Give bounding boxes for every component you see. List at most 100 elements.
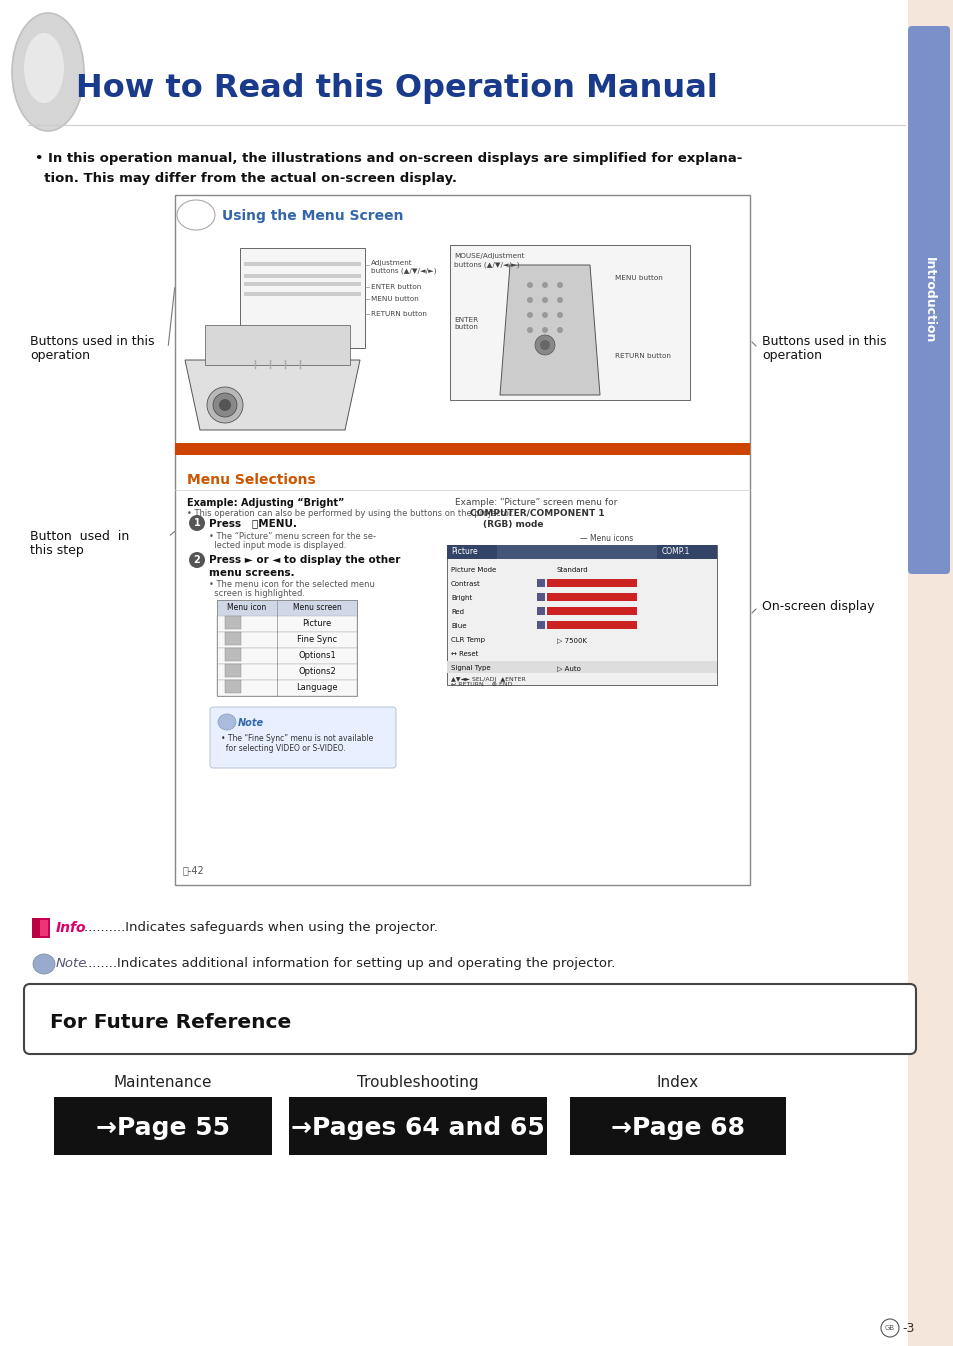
Text: MENU button: MENU button [371,296,418,302]
Bar [447,545,717,685]
Text: Info: Info [56,921,87,935]
Text: Buttons used in this: Buttons used in this [761,335,885,349]
Bar [38,921,48,935]
Text: 1: 1 [193,518,200,528]
FancyBboxPatch shape [907,26,949,573]
Text: GB: GB [884,1324,894,1331]
Text: screen is highlighted.: screen is highlighted. [209,590,305,598]
Bar [546,607,637,615]
Circle shape [557,327,562,332]
Text: -3: -3 [901,1322,913,1334]
Text: (RGB) mode: (RGB) mode [482,520,543,529]
Bar [225,633,241,645]
Bar [216,633,356,647]
Bar [447,661,717,673]
Bar [32,918,50,938]
Circle shape [526,297,533,303]
Ellipse shape [218,713,235,730]
Bar [546,579,637,587]
Text: RETURN button: RETURN button [615,353,670,359]
Circle shape [526,312,533,318]
Text: Note: Note [56,957,88,970]
Bar [216,600,356,696]
Bar [537,594,544,602]
Text: tion. This may differ from the actual on-screen display.: tion. This may differ from the actual on… [35,172,456,184]
FancyBboxPatch shape [210,707,395,769]
Text: this step: this step [30,544,84,557]
Bar [225,616,241,629]
Ellipse shape [33,954,55,975]
Circle shape [541,297,547,303]
Bar [244,292,360,296]
Text: — Menu icons: — Menu icons [579,534,633,542]
Text: ..........Indicates safeguards when using the projector.: ..........Indicates safeguards when usin… [84,921,437,934]
Text: Bright: Bright [451,595,472,602]
Bar [240,248,365,349]
Bar [497,545,657,559]
Text: Introduction: Introduction [922,257,935,343]
Text: ↩ RETURN    ⊗ END: ↩ RETURN ⊗ END [451,682,512,688]
Circle shape [189,516,205,532]
Text: menu screens.: menu screens. [209,568,294,577]
Text: operation: operation [30,349,90,362]
Bar [225,680,241,693]
Bar [225,664,241,677]
Bar [546,621,637,629]
Text: MOUSE/Adjustment: MOUSE/Adjustment [454,253,524,258]
Bar [546,594,637,602]
Text: Fine Sync: Fine Sync [296,635,336,645]
Text: Press ► or ◄ to display the other: Press ► or ◄ to display the other [209,555,400,565]
Text: ↔ Reset: ↔ Reset [451,651,477,657]
Text: ENTER button: ENTER button [371,284,421,289]
Circle shape [213,393,236,417]
Text: Example: Adjusting “Bright”: Example: Adjusting “Bright” [187,498,344,507]
Circle shape [541,312,547,318]
Text: Press   ⓂMENU.: Press ⓂMENU. [209,518,296,528]
Text: Maintenance: Maintenance [113,1075,212,1090]
Text: COMPUTER/COMPONENT 1: COMPUTER/COMPONENT 1 [470,509,604,518]
Text: operation: operation [761,349,821,362]
Ellipse shape [24,34,64,104]
Circle shape [219,398,231,411]
Text: ENTER
button: ENTER button [454,318,477,330]
Circle shape [557,312,562,318]
Circle shape [526,283,533,288]
Bar [244,275,360,279]
Circle shape [189,552,205,568]
Text: →Page 68: →Page 68 [610,1116,744,1140]
Bar [32,918,40,938]
Bar [450,245,689,400]
Text: Contrast: Contrast [451,581,480,587]
Bar [244,283,360,285]
Circle shape [557,283,562,288]
Text: buttons (▲/▼/◄/►): buttons (▲/▼/◄/►) [371,268,436,275]
Bar [205,324,350,365]
Text: Picture Mode: Picture Mode [451,567,496,573]
Bar [216,600,356,616]
Circle shape [557,297,562,303]
Polygon shape [185,359,359,429]
Circle shape [535,335,555,355]
FancyBboxPatch shape [24,984,915,1054]
Bar [569,1097,785,1155]
Bar [216,680,356,696]
Circle shape [541,327,547,332]
Text: ▲▼◄► SEL/ADJ  ▲ENTER: ▲▼◄► SEL/ADJ ▲ENTER [451,677,525,681]
Text: MENU button: MENU button [615,275,662,281]
Text: 2: 2 [193,555,200,565]
Ellipse shape [12,13,84,131]
Text: How to Read this Operation Manual: How to Read this Operation Manual [76,73,717,104]
Text: Button  used  in: Button used in [30,530,129,542]
Circle shape [526,327,533,332]
Text: Troubleshooting: Troubleshooting [356,1075,478,1090]
Bar [289,1097,546,1155]
Text: Example: “Picture” screen menu for: Example: “Picture” screen menu for [455,498,617,507]
Text: For Future Reference: For Future Reference [50,1012,291,1031]
Text: ▷ Auto: ▷ Auto [557,665,580,672]
Text: • In this operation manual, the illustrations and on-screen displays are simplif: • In this operation manual, the illustra… [35,152,741,166]
Text: Using the Menu Screen: Using the Menu Screen [222,209,403,223]
Circle shape [207,388,243,423]
Bar [225,647,241,661]
Text: Adjustment: Adjustment [371,260,413,267]
Text: Options2: Options2 [297,668,335,677]
